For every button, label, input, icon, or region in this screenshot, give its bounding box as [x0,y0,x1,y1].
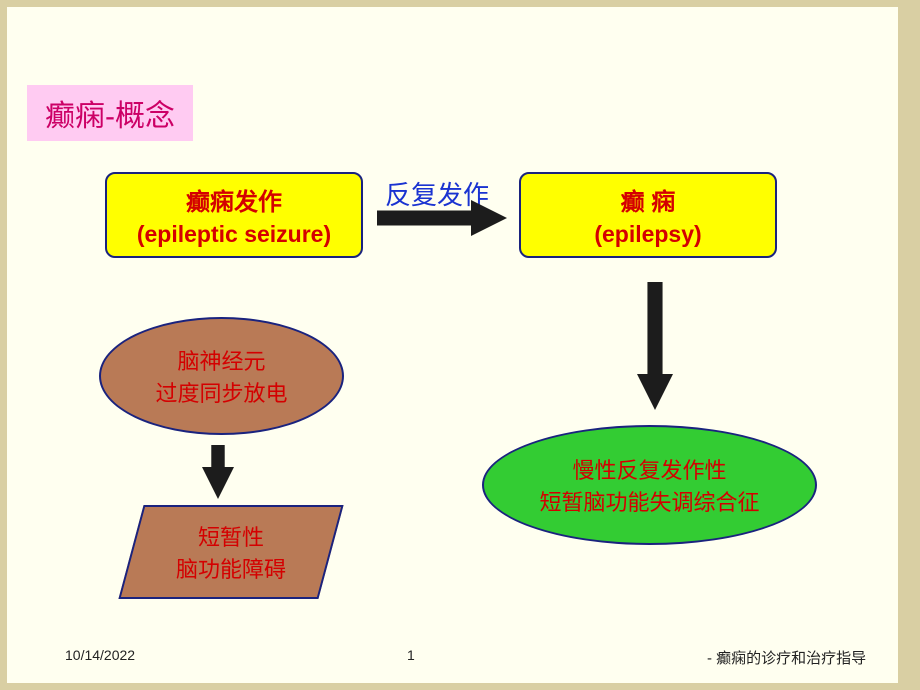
para-line1: 短暂性 [176,520,286,552]
syndrome-line2: 短暂脑功能失调综合征 [539,485,759,517]
arrow-down [637,282,673,410]
epilepsy-label-cn: 癫 痫 [621,182,676,217]
seizure-label-cn: 癫痫发作 [186,182,282,217]
arrow-down [202,445,234,499]
syndrome-ellipse: 慢性反复发作性 短暂脑功能失调综合征 [482,425,817,545]
arrow-right [377,200,507,236]
footer-date: 10/14/2022 [65,647,135,663]
footer-caption: - 癫痫的诊疗和治疗指导 [707,647,866,668]
seizure-label-en: (epileptic seizure) [137,221,331,248]
seizure-box: 癫痫发作 (epileptic seizure) [105,172,363,258]
neuron-line2: 过度同步放电 [155,376,287,408]
slide-title: 癫痫-概念 [27,85,193,141]
slide-content: 癫痫-概念 癫痫发作 (epileptic seizure) 癫 痫 (epil… [7,7,898,683]
epilepsy-box: 癫 痫 (epilepsy) [519,172,777,258]
syndrome-line1: 慢性反复发作性 [572,453,726,485]
epilepsy-label-en: (epilepsy) [594,221,701,248]
footer-page-number: 1 [407,647,415,663]
title-text: 癫痫-概念 [45,100,175,133]
dysfunction-parallelogram: 短暂性 脑功能障碍 [118,505,343,599]
para-line2: 脑功能障碍 [176,552,286,584]
neuron-ellipse: 脑神经元 过度同步放电 [99,317,344,435]
neuron-line1: 脑神经元 [177,344,265,376]
